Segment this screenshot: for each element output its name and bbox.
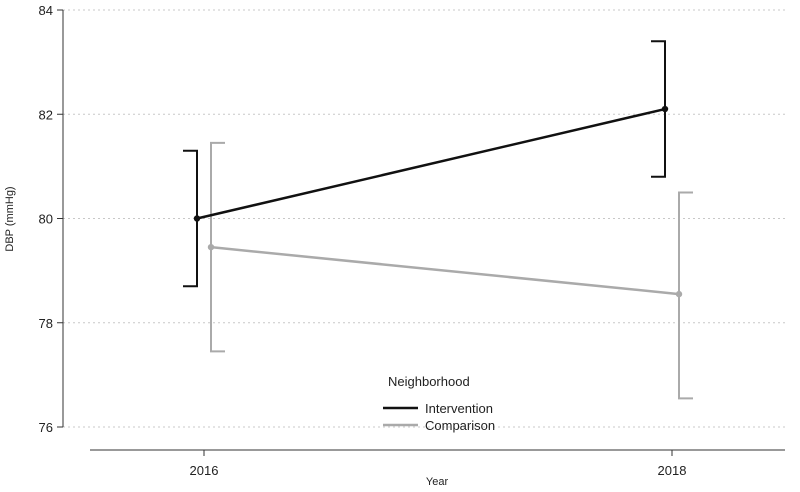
x-axis-title: Year — [426, 476, 449, 488]
y-ticks: 76 78 80 82 84 — [39, 3, 63, 435]
x-ticks: 2016 2018 — [190, 450, 687, 478]
series-line-intervention — [196, 107, 666, 220]
point-intervention-2016 — [193, 215, 201, 222]
legend-title: Neighborhood — [388, 374, 470, 389]
legend-item-intervention: Intervention — [383, 401, 493, 416]
x-tick-label: 2018 — [658, 463, 687, 478]
point-comparison-2016 — [207, 243, 215, 251]
series — [183, 40, 693, 400]
y-tick-label: 80 — [39, 212, 53, 227]
x-tick-label: 2016 — [190, 463, 219, 478]
y-tick-label: 82 — [39, 107, 53, 122]
series-comparison — [207, 141, 693, 400]
legend-item-comparison: Comparison — [383, 418, 495, 433]
legend-label-intervention: Intervention — [425, 401, 493, 416]
y-tick-label: 76 — [39, 420, 53, 435]
legend: Neighborhood Intervention Comparison — [383, 374, 495, 433]
series-line-comparison — [210, 245, 680, 296]
gridlines — [63, 9, 785, 428]
y-axis-title: DBP (mmHg) — [4, 186, 16, 251]
y-tick-label: 84 — [39, 3, 53, 18]
legend-label-comparison: Comparison — [425, 418, 495, 433]
series-intervention — [183, 40, 669, 288]
point-comparison-2018 — [675, 290, 683, 298]
point-intervention-2018 — [661, 105, 669, 113]
y-tick-label: 78 — [39, 316, 53, 331]
